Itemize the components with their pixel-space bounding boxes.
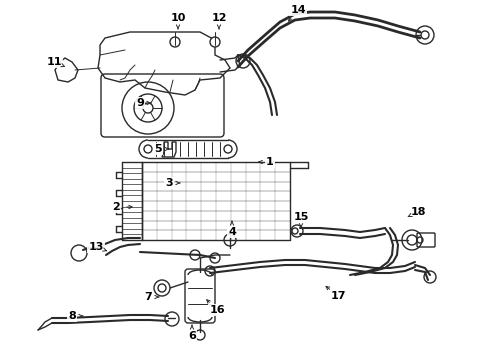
Text: 15: 15 [294, 212, 309, 222]
Circle shape [170, 37, 180, 47]
Circle shape [210, 37, 220, 47]
Text: 5: 5 [154, 144, 162, 154]
Text: 8: 8 [68, 311, 76, 321]
Text: 17: 17 [330, 291, 346, 301]
Text: 18: 18 [410, 207, 426, 217]
Text: 4: 4 [228, 227, 236, 237]
Text: 9: 9 [136, 98, 144, 108]
Text: 16: 16 [209, 305, 225, 315]
Text: 13: 13 [88, 242, 104, 252]
Text: 7: 7 [144, 292, 152, 302]
Text: 14: 14 [290, 5, 306, 15]
Text: 1: 1 [266, 157, 274, 167]
Text: 6: 6 [188, 331, 196, 341]
Text: 10: 10 [171, 13, 186, 23]
Text: 11: 11 [46, 57, 62, 67]
Text: 2: 2 [112, 202, 120, 212]
Text: 3: 3 [165, 178, 173, 188]
Text: 12: 12 [211, 13, 227, 23]
